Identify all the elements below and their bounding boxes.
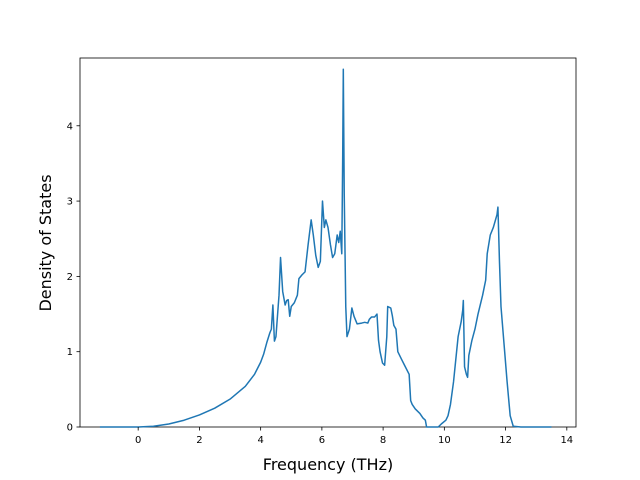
y-tick-label: 1 — [67, 347, 73, 358]
y-tick-label: 2 — [67, 272, 73, 283]
series-line-0 — [99, 68, 552, 428]
y-tick-label: 3 — [67, 197, 73, 208]
x-tick-label: 14 — [560, 435, 573, 446]
x-tick-label: 0 — [135, 435, 141, 446]
x-tick-label: 10 — [438, 435, 451, 446]
x-tick-label: 8 — [380, 435, 386, 446]
x-tick-label: 2 — [196, 435, 202, 446]
y-tick-label: 4 — [67, 121, 73, 132]
y-axis-label: Density of States — [36, 174, 55, 311]
x-axis-ticks: 0 2 4 6 8 10 12 14 — [135, 427, 573, 446]
y-axis-ticks: 0 1 2 3 4 — [67, 121, 80, 434]
x-axis-label: Frequency (THz) — [263, 455, 393, 474]
plot-area — [79, 57, 577, 428]
x-tick-label: 12 — [499, 435, 512, 446]
axes-frame — [79, 57, 577, 428]
series-layer — [99, 68, 552, 428]
x-tick-label: 6 — [319, 435, 325, 446]
x-tick-label: 4 — [257, 435, 263, 446]
y-tick-label: 0 — [67, 423, 73, 434]
